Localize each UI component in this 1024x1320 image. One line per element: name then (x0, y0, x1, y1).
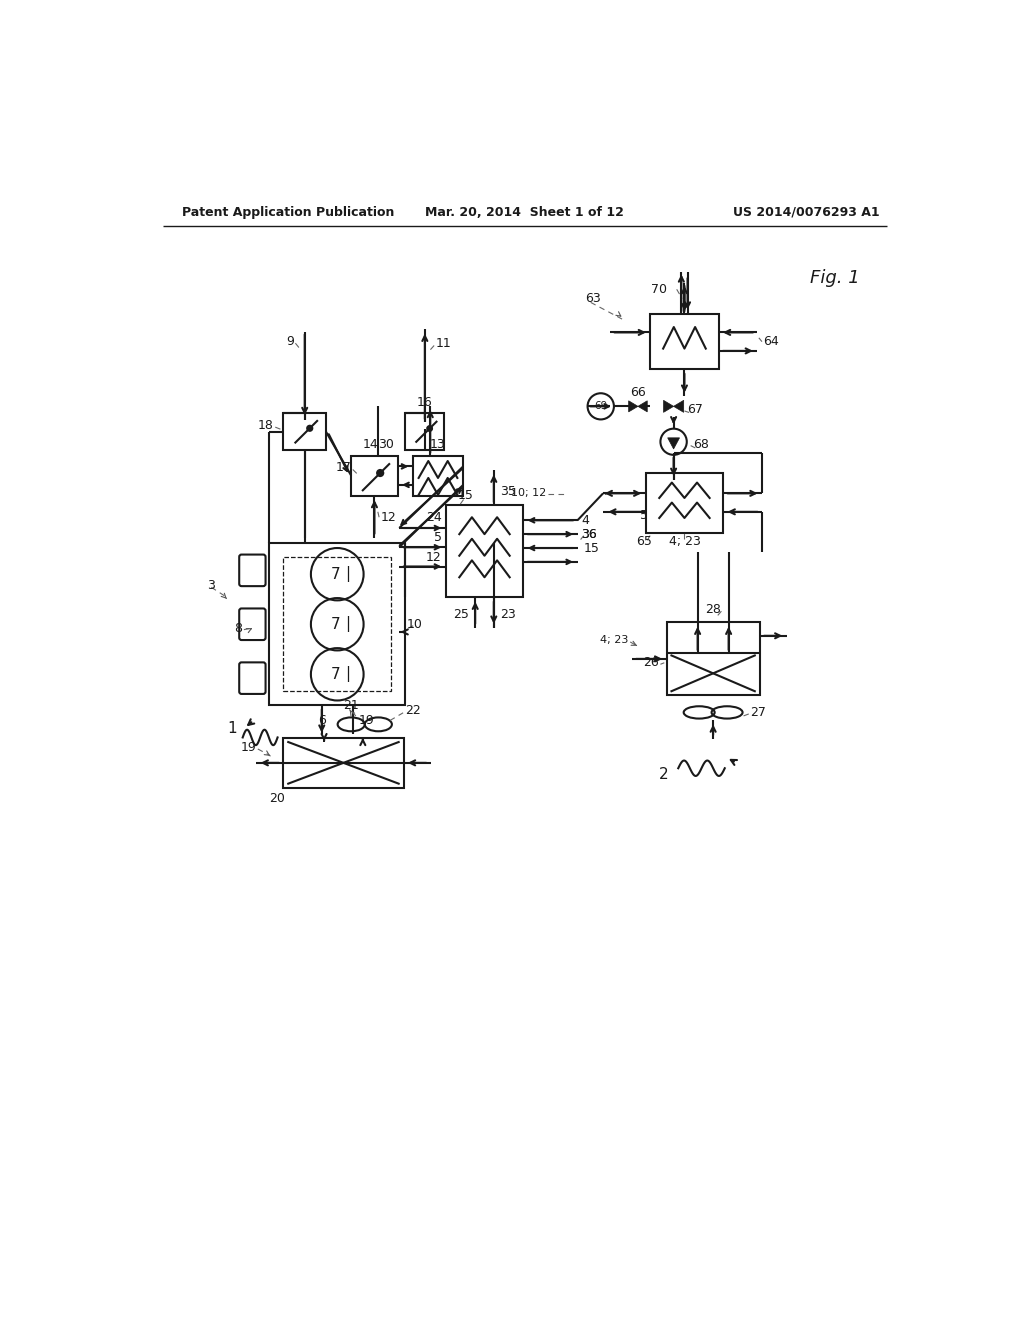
Text: 26: 26 (643, 656, 658, 669)
Text: 20: 20 (269, 792, 285, 805)
Text: 70: 70 (651, 282, 668, 296)
Bar (445, 506, 523, 598)
Text: 69: 69 (594, 401, 607, 412)
Text: 4; 23: 4; 23 (599, 635, 628, 644)
Bar (284, 413, 326, 450)
Text: 67: 67 (687, 403, 703, 416)
Text: 15: 15 (457, 490, 473, 502)
Text: 35: 35 (500, 484, 516, 498)
Polygon shape (629, 401, 638, 412)
Bar (667, 622, 760, 696)
Text: 30: 30 (378, 438, 394, 451)
Text: 64: 64 (764, 335, 779, 348)
Text: |: | (345, 566, 350, 582)
Text: 28: 28 (706, 603, 721, 616)
Text: 8: 8 (234, 622, 243, 635)
Bar (269, 544, 406, 705)
Text: 19: 19 (241, 741, 256, 754)
Text: 65: 65 (636, 536, 652, 548)
Bar (413, 455, 463, 496)
Text: 12: 12 (426, 550, 442, 564)
Bar (646, 473, 723, 533)
Text: 19: 19 (359, 714, 375, 727)
Text: 10; 12: 10; 12 (511, 488, 547, 499)
Circle shape (377, 470, 383, 477)
Text: 13: 13 (430, 438, 445, 451)
Text: |: | (345, 616, 350, 632)
Bar (351, 455, 397, 496)
Bar (650, 314, 719, 370)
Circle shape (588, 393, 614, 420)
Circle shape (307, 426, 312, 430)
Text: 4; 23: 4; 23 (669, 536, 700, 548)
Text: 68: 68 (693, 437, 709, 450)
Text: Mar. 20, 2014  Sheet 1 of 12: Mar. 20, 2014 Sheet 1 of 12 (425, 206, 625, 219)
Text: 5: 5 (434, 531, 442, 544)
Text: 18: 18 (258, 418, 273, 432)
Text: 24: 24 (426, 511, 442, 524)
Text: 7: 7 (331, 667, 341, 682)
Text: 27: 27 (751, 706, 766, 719)
Text: US 2014/0076293 A1: US 2014/0076293 A1 (733, 206, 880, 219)
Polygon shape (664, 400, 674, 412)
Text: 23: 23 (500, 607, 516, 620)
Text: |: | (345, 667, 350, 682)
Text: 7: 7 (331, 616, 341, 632)
Text: 66: 66 (630, 385, 646, 399)
Text: 11: 11 (435, 337, 452, 350)
Text: 15: 15 (584, 541, 600, 554)
Text: 2: 2 (659, 767, 669, 781)
Text: 5: 5 (640, 510, 648, 523)
Text: Fig. 1: Fig. 1 (810, 269, 860, 286)
Text: 7: 7 (331, 566, 341, 582)
Text: 12: 12 (381, 511, 396, 524)
Text: 14: 14 (362, 438, 379, 451)
Text: 3: 3 (208, 579, 215, 593)
Polygon shape (674, 400, 684, 412)
Polygon shape (668, 438, 680, 449)
Text: 25: 25 (454, 607, 469, 620)
Text: 9: 9 (286, 335, 294, 348)
Circle shape (427, 426, 432, 430)
Bar (406, 413, 444, 450)
Text: 4: 4 (582, 513, 589, 527)
Text: 16: 16 (417, 396, 433, 409)
Bar (284, 557, 391, 692)
Text: 17: 17 (335, 462, 351, 474)
Text: 22: 22 (406, 704, 421, 717)
Text: 10: 10 (407, 618, 423, 631)
Text: Patent Application Publication: Patent Application Publication (182, 206, 394, 219)
Text: 36: 36 (582, 528, 597, 541)
Text: 36: 36 (582, 528, 597, 541)
Text: 6: 6 (317, 714, 326, 727)
Text: 63: 63 (586, 292, 601, 305)
Bar (284, 738, 403, 788)
Text: 1: 1 (227, 721, 237, 735)
Polygon shape (638, 401, 647, 412)
Text: 21: 21 (343, 698, 359, 711)
